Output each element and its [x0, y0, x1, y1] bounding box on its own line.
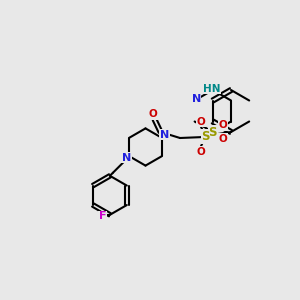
Text: O: O [219, 134, 228, 144]
Text: N: N [122, 153, 131, 163]
Text: S: S [208, 125, 217, 139]
Text: F: F [99, 211, 106, 221]
Text: S: S [201, 130, 210, 143]
Text: HN: HN [202, 83, 220, 94]
Text: N: N [191, 94, 201, 104]
Text: N: N [160, 130, 169, 140]
Text: O: O [196, 116, 206, 127]
Text: O: O [148, 109, 158, 119]
Text: O: O [219, 120, 228, 130]
Text: O: O [196, 146, 206, 157]
